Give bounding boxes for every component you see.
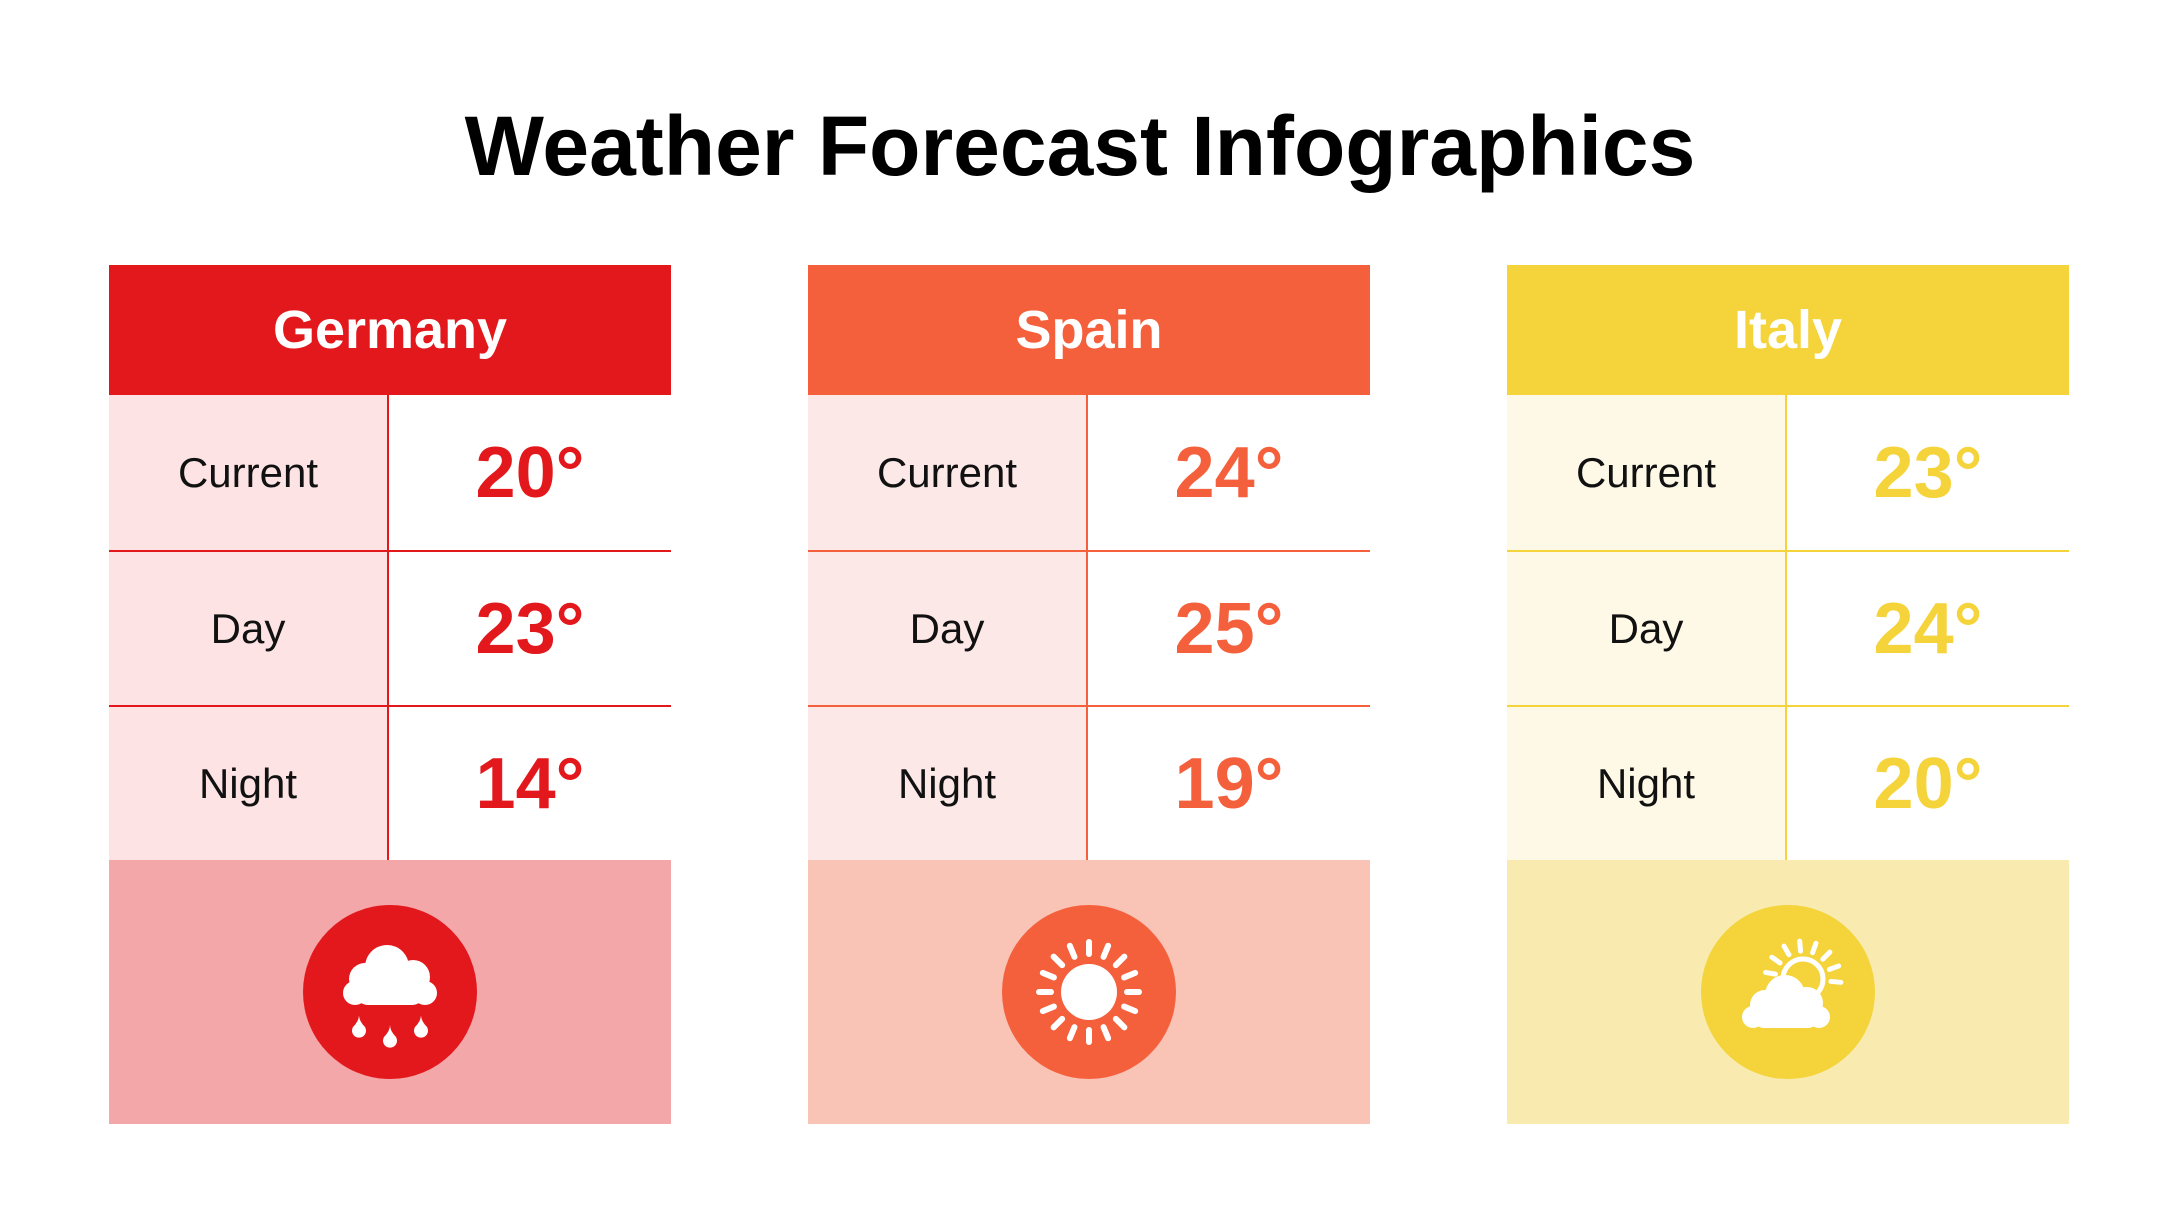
icon-badge	[1002, 905, 1176, 1079]
table-row: Night 14°	[109, 705, 671, 860]
row-label: Day	[109, 552, 389, 705]
table-row: Day 24°	[1507, 550, 2069, 705]
card-footer	[109, 860, 671, 1124]
icon-badge	[1701, 905, 1875, 1079]
weather-card-germany: Germany Current 20° Day 23° Night 14°	[109, 265, 671, 1124]
row-label: Current	[1507, 395, 1787, 550]
sun-ray	[1769, 954, 1783, 966]
table-row: Day 25°	[808, 550, 1370, 705]
sun-ray	[1810, 940, 1819, 956]
temperature-value: 20°	[389, 395, 671, 550]
temperature-value: 23°	[1787, 395, 2069, 550]
row-label: Night	[1507, 707, 1787, 860]
icon-badge	[303, 905, 477, 1079]
row-label: Current	[109, 395, 389, 550]
sun-ray	[1121, 969, 1139, 981]
card-header: Italy	[1507, 265, 2069, 395]
temperature-value: 19°	[1088, 707, 1370, 860]
sun-ray	[1100, 1024, 1112, 1042]
sun-ray	[1820, 949, 1833, 962]
sun-icon	[1036, 939, 1142, 1045]
sun-ray	[1763, 969, 1778, 977]
sun-ray	[1826, 963, 1842, 972]
page-title: Weather Forecast Infographics	[464, 99, 1696, 193]
sun-ray	[1039, 969, 1057, 981]
sun-ray	[1121, 1003, 1139, 1015]
sun-ray	[1039, 1003, 1057, 1015]
card-header: Spain	[808, 265, 1370, 395]
table-row: Current 20°	[109, 395, 671, 550]
row-label: Current	[808, 395, 1088, 550]
table-row: Current 23°	[1507, 395, 2069, 550]
sun-ray	[1828, 978, 1844, 985]
row-label: Day	[808, 552, 1088, 705]
rain-cloud-icon	[343, 945, 437, 1048]
sun-ray	[1066, 1024, 1078, 1042]
sun-ray	[1112, 953, 1128, 969]
temperature-value: 14°	[389, 707, 671, 860]
table-row: Current 24°	[808, 395, 1370, 550]
table-row: Night 19°	[808, 705, 1370, 860]
partly-cloudy-icon	[1742, 938, 1844, 1028]
card-footer	[808, 860, 1370, 1124]
temperature-value: 24°	[1088, 395, 1370, 550]
weather-card-spain: Spain Current 24° Day 25° Night 19°	[808, 265, 1370, 1124]
sun-ray	[1066, 942, 1078, 960]
sun-ray	[1112, 1015, 1128, 1031]
temperature-value: 23°	[389, 552, 671, 705]
row-label: Day	[1507, 552, 1787, 705]
table-row: Night 20°	[1507, 705, 2069, 860]
sun-ray	[1100, 942, 1112, 960]
weather-card-italy: Italy Current 23° Day 24° Night 20°	[1507, 265, 2069, 1124]
row-label: Night	[808, 707, 1088, 860]
sun-ray	[1797, 938, 1804, 954]
sun-ray	[1050, 953, 1066, 969]
temperature-value: 25°	[1088, 552, 1370, 705]
temperature-value: 24°	[1787, 552, 2069, 705]
row-label: Night	[109, 707, 389, 860]
card-header: Germany	[109, 265, 671, 395]
table-row: Day 23°	[109, 550, 671, 705]
temperature-value: 20°	[1787, 707, 2069, 860]
sun-ray	[1781, 943, 1792, 958]
sun-ray	[1050, 1015, 1066, 1031]
card-footer	[1507, 860, 2069, 1124]
